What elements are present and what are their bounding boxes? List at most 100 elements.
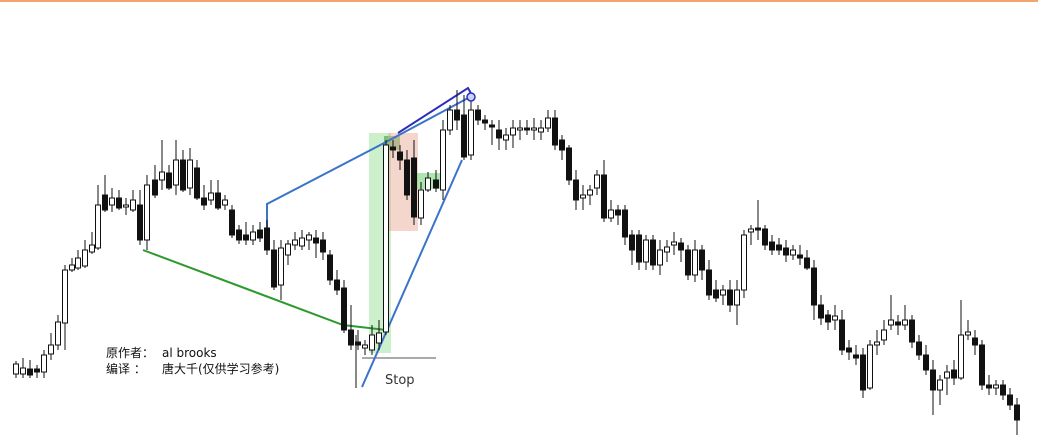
candle-body-51	[369, 334, 375, 351]
candle-body-110	[783, 247, 789, 256]
candle-body-142	[1007, 394, 1013, 406]
candle-body-58	[418, 189, 424, 219]
candle-body-129	[916, 341, 922, 356]
candle-body-127	[902, 319, 908, 326]
candle-body-143	[1014, 404, 1020, 421]
candle-body-48	[348, 329, 354, 346]
candle-body-69	[496, 129, 502, 139]
candle-body-114	[811, 267, 817, 306]
candle-body-28	[208, 192, 214, 201]
candle-body-7	[62, 269, 68, 324]
candle-body-21	[159, 171, 165, 181]
top-rule	[0, 0, 1038, 2]
candle-body-137	[972, 337, 978, 346]
candle-body-104	[741, 234, 747, 291]
candle-body-89	[636, 234, 642, 263]
candle-body-111	[790, 249, 796, 256]
candle-body-37	[271, 249, 277, 288]
candle-body-124	[881, 329, 887, 341]
candle-body-115	[818, 304, 824, 319]
candle-body-71	[510, 127, 516, 136]
candle-body-95	[678, 242, 684, 251]
candle-body-15	[116, 197, 122, 209]
candle-body-80	[573, 179, 579, 201]
candle-body-130	[923, 354, 929, 371]
candle-body-101	[720, 289, 726, 296]
green-trend-line	[142, 249, 387, 331]
candle-body-13	[102, 194, 108, 211]
candle-body-25	[187, 159, 193, 189]
candle-body-117	[832, 315, 838, 321]
candle-body-24	[180, 159, 186, 191]
candle-body-90	[643, 239, 649, 263]
candles-group	[13, 90, 1020, 435]
candle-body-91	[650, 239, 656, 266]
candle-body-5	[48, 344, 54, 355]
candle-body-39	[285, 243, 291, 256]
candle-body-12	[95, 204, 101, 249]
candle-body-82	[587, 189, 593, 196]
candle-body-97	[692, 249, 698, 276]
candle-body-138	[979, 344, 985, 386]
candle-body-50	[362, 344, 368, 349]
candle-body-3	[34, 368, 40, 373]
candle-body-84	[601, 174, 607, 219]
candle-body-99	[706, 269, 712, 296]
translator-label: 编译 ：	[106, 362, 146, 376]
candle-body-17	[130, 199, 136, 211]
candle-body-92	[657, 249, 663, 266]
candle-body-122	[867, 344, 873, 389]
candle-body-77	[552, 117, 558, 146]
candle-body-94	[671, 241, 677, 246]
credits-author-row: 原作者： al brooks	[106, 345, 279, 361]
candle-body-56	[404, 159, 410, 196]
candle-body-32	[236, 229, 242, 241]
candle-body-116	[825, 314, 831, 323]
candle-body-131	[930, 369, 936, 391]
candle-body-102	[727, 289, 733, 306]
candle-body-119	[846, 347, 852, 353]
candle-body-34	[250, 231, 256, 241]
candle-body-44	[320, 239, 326, 253]
candle-body-109	[776, 244, 782, 251]
candle-body-64	[461, 114, 467, 158]
candle-body-126	[895, 321, 901, 326]
candle-body-86	[615, 209, 621, 216]
candle-body-121	[860, 354, 866, 391]
marker-dot	[466, 92, 476, 102]
candle-body-11	[89, 244, 95, 253]
candle-body-43	[313, 237, 319, 244]
candle-body-128	[909, 319, 915, 343]
candle-body-33	[243, 234, 249, 241]
candle-body-10	[82, 249, 88, 267]
candle-body-61	[440, 129, 446, 191]
candle-body-46	[334, 279, 340, 291]
candle-body-27	[201, 197, 207, 206]
candle-body-134	[951, 369, 957, 379]
candle-body-79	[566, 147, 572, 181]
candle-body-20	[152, 179, 158, 196]
candle-body-78	[559, 139, 565, 151]
candle-body-53	[383, 144, 389, 333]
candle-body-133	[944, 371, 950, 379]
candle-body-19	[144, 184, 150, 241]
candle-body-55	[397, 151, 403, 161]
candle-body-132	[937, 379, 943, 391]
candle-body-113	[804, 257, 810, 269]
candle-body-98	[699, 249, 705, 271]
candle-body-4	[41, 354, 47, 373]
credits-box: 原作者： al brooks 编译 ： 唐大千(仅供学习参考)	[102, 343, 284, 379]
candle-body-22	[166, 172, 172, 189]
candle-body-85	[608, 209, 614, 219]
candle-body-87	[622, 209, 628, 238]
candle-body-135	[958, 334, 964, 379]
candle-body-88	[629, 234, 635, 251]
candle-body-35	[257, 229, 263, 239]
candle-body-123	[874, 341, 880, 346]
credits-translator-row: 编译 ： 唐大千(仅供学习参考)	[106, 361, 279, 377]
translator-value: 唐大千(仅供学习参考)	[162, 362, 280, 376]
candle-body-40	[292, 239, 298, 246]
stop-label: Stop	[385, 373, 415, 388]
candle-body-140	[993, 384, 999, 389]
candle-body-107	[762, 228, 768, 246]
